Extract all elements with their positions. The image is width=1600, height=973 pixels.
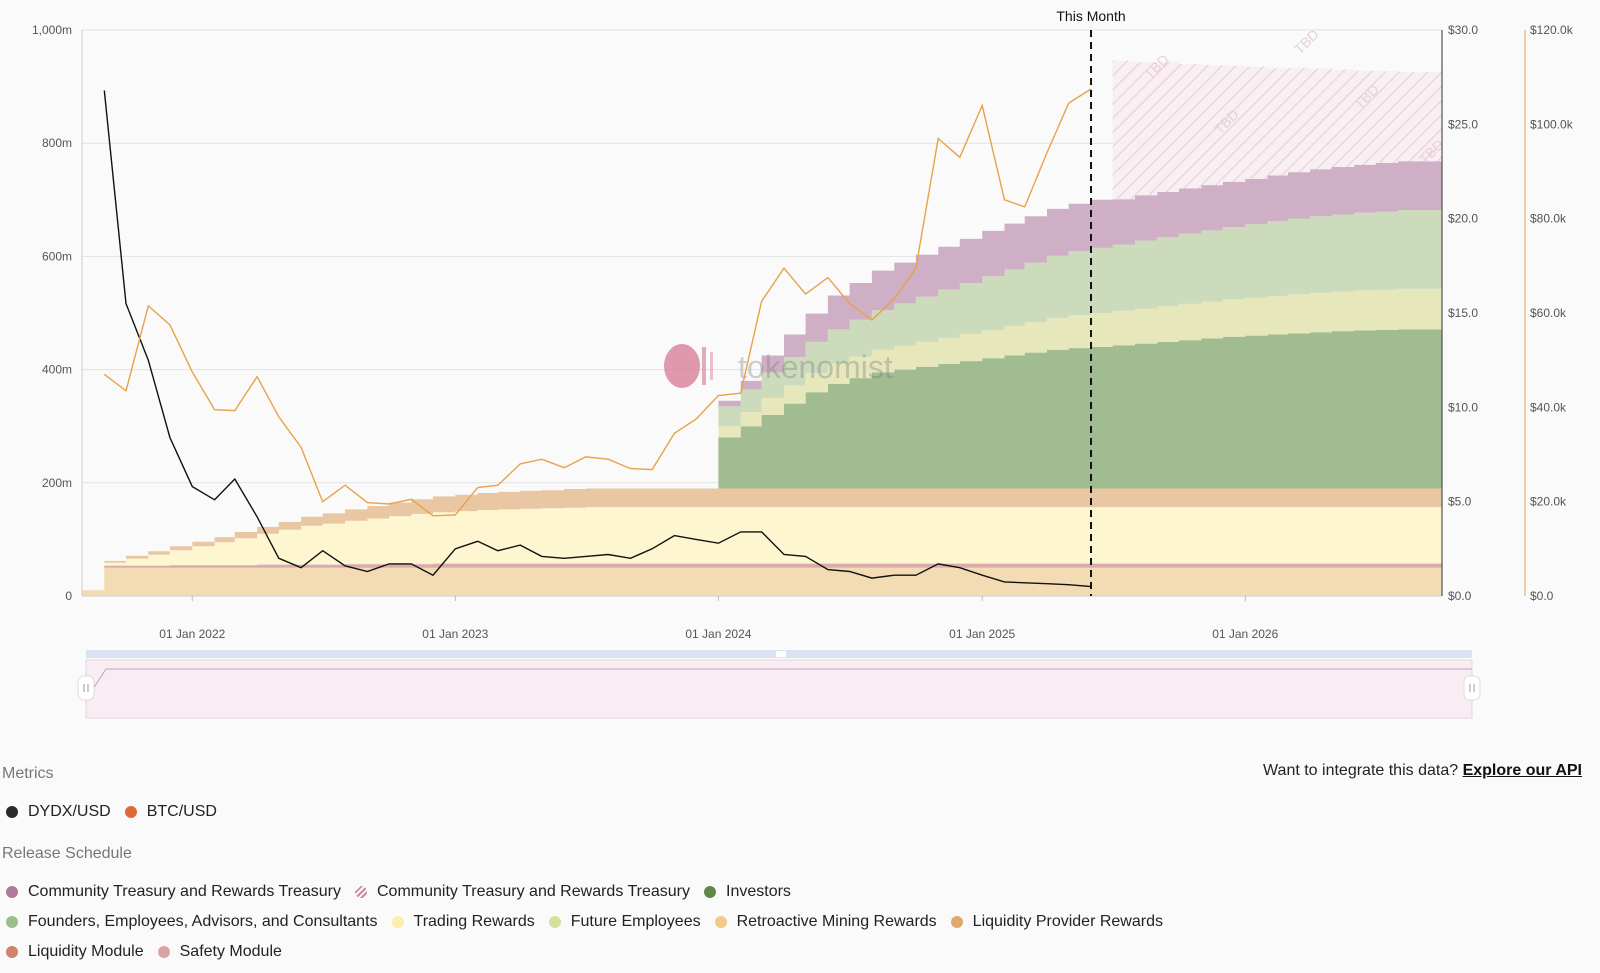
this-month-label: This Month — [1056, 8, 1125, 24]
y-tick-label-dydx: $15.0 — [1448, 306, 1478, 320]
watermark-logo-icon — [664, 344, 700, 388]
legend-dot-icon — [157, 946, 170, 958]
y-tick-label-btc: $120.0k — [1530, 23, 1574, 37]
y-tick-label-btc: $80.0k — [1530, 212, 1567, 226]
legend-item-safety-module[interactable]: Safety Module — [157, 943, 282, 961]
release-legend-row-2: Founders, Employees, Advisors, and Consu… — [6, 913, 1163, 931]
y-tick-label-btc: $100.0k — [1530, 117, 1574, 131]
api-prompt-text: Want to integrate this data? — [1263, 762, 1459, 779]
y-tick-label-dydx: $5.0 — [1448, 495, 1472, 509]
area-founders-employees-advisors-and-consultants — [696, 210, 1442, 489]
legend-item-community-treasury[interactable]: Community Treasury and Rewards Treasury — [6, 883, 341, 901]
area-investors — [696, 329, 1442, 489]
legend-label: Retroactive Mining Rewards — [736, 913, 937, 930]
legend-dot-icon — [124, 806, 137, 818]
legend-dot-icon — [950, 916, 963, 928]
this-month-marker: This Month — [1056, 8, 1126, 596]
legend-dot-icon — [714, 916, 727, 928]
navigator-scroll-grip-icon — [776, 651, 786, 657]
y-tick-label-supply: 0 — [65, 589, 72, 603]
legend-dot-icon — [6, 916, 18, 928]
legend-item-dydx-usd[interactable]: DYDX/USD — [6, 803, 111, 821]
legend-dot-icon — [391, 916, 404, 928]
legend-item-trading-rewards[interactable]: Trading Rewards — [391, 913, 535, 931]
legend-label: Future Employees — [570, 913, 701, 930]
y-tick-label-supply: 1,000m — [32, 23, 72, 37]
y-tick-label-dydx: $20.0 — [1448, 212, 1478, 226]
navigator-left-handle — [77, 675, 95, 701]
y-tick-label-dydx: $10.0 — [1448, 400, 1478, 414]
legend-dot-icon — [6, 886, 18, 898]
legend-item-retroactive-mining[interactable]: Retroactive Mining Rewards — [714, 913, 937, 931]
legend-label: DYDX/USD — [28, 803, 111, 820]
y-tick-label-dydx: $30.0 — [1448, 23, 1478, 37]
metrics-legend: DYDX/USD BTC/USD — [6, 803, 217, 821]
metrics-title: Metrics — [2, 765, 54, 782]
legend-label: Liquidity Module — [28, 943, 144, 960]
area-liquidity-module — [82, 563, 1442, 591]
area-trading-rewards — [82, 507, 1442, 591]
explore-api-link[interactable]: Explore our API — [1462, 762, 1582, 779]
hatched-dot-icon — [355, 886, 367, 898]
legend-label: Safety Module — [179, 943, 282, 960]
axes: 0 200m 400m 600m 800m 1,000m $0.0 $5.0 $10.0 $15.… — [32, 23, 1574, 641]
legend-item-investors[interactable]: Investors — [704, 883, 791, 901]
y-tick-label-btc: $20.0k — [1530, 495, 1567, 509]
y-tick-label-supply: 600m — [42, 249, 72, 263]
legend-item-btc-usd[interactable]: BTC/USD — [124, 803, 217, 821]
navigator-right-handle — [1463, 675, 1481, 701]
legend-item-liquidity-module[interactable]: Liquidity Module — [6, 943, 144, 961]
y-tick-label-btc: $60.0k — [1530, 306, 1567, 320]
watermark-logo-icon — [710, 352, 713, 380]
legend-label: Investors — [726, 883, 791, 900]
legend-label: Trading Rewards — [413, 913, 535, 930]
area-retroactive-mining-rewards — [82, 567, 1442, 596]
legend-item-community-treasury-tbd[interactable]: Community Treasury and Rewards Treasury — [355, 883, 690, 901]
legend-label: Community Treasury and Rewards Treasury — [28, 883, 341, 900]
release-schedule-title: Release Schedule — [2, 845, 132, 862]
y-tick-label-btc: $0.0 — [1530, 589, 1554, 603]
release-legend-row-1: Community Treasury and Rewards Treasury … — [6, 883, 791, 901]
y-tick-label-btc: $40.0k — [1530, 400, 1567, 414]
legend-item-future-employees[interactable]: Future Employees — [548, 913, 701, 931]
x-tick-label: 01 Jan 2025 — [949, 627, 1015, 641]
legend-label: BTC/USD — [146, 803, 217, 820]
line-dydx-usd — [103, 90, 1092, 588]
legend-dot-icon — [6, 806, 18, 818]
navigator-window — [85, 659, 1473, 719]
line-btc-usd — [103, 88, 1092, 517]
area-liquidity-provider-rewards — [82, 488, 1442, 591]
x-tick-label: 01 Jan 2022 — [159, 627, 225, 641]
area-future-employees — [696, 288, 1442, 489]
price-lines — [103, 88, 1092, 588]
legend-item-liquidity-provider[interactable]: Liquidity Provider Rewards — [950, 913, 1163, 931]
api-prompt: Want to integrate this data? Explore our… — [1263, 762, 1582, 780]
legend-dot-icon — [6, 946, 18, 958]
legend-dot-icon — [548, 916, 561, 928]
area-community-treasury-and-rewards-treasury — [696, 161, 1442, 489]
watermark-text: tokenomist — [738, 349, 893, 385]
legend-label: Liquidity Provider Rewards — [972, 913, 1163, 930]
y-tick-label-supply: 200m — [42, 476, 72, 490]
x-tick-label: 01 Jan 2023 — [422, 627, 488, 641]
watermark-logo-icon — [702, 347, 706, 385]
release-legend-row-3: Liquidity Module Safety Module — [6, 943, 282, 961]
range-navigator[interactable] — [77, 650, 1481, 719]
area-community-treasury-and-rewards-treasury-tbd — [1091, 60, 1442, 200]
tbd-label: TBD — [1291, 26, 1322, 57]
x-tick-label: 01 Jan 2024 — [685, 627, 751, 641]
y-tick-label-dydx: $0.0 — [1448, 589, 1472, 603]
y-tick-label-supply: 400m — [42, 363, 72, 377]
legend-dot-icon — [704, 886, 716, 898]
legend-label: Community Treasury and Rewards Treasury — [377, 883, 690, 900]
y-tick-label-supply: 800m — [42, 136, 72, 150]
y-tick-label-dydx: $25.0 — [1448, 117, 1478, 131]
legend-label: Founders, Employees, Advisors, and Consu… — [28, 913, 378, 930]
legend-item-founders[interactable]: Founders, Employees, Advisors, and Consu… — [6, 913, 378, 931]
x-tick-label: 01 Jan 2026 — [1212, 627, 1278, 641]
